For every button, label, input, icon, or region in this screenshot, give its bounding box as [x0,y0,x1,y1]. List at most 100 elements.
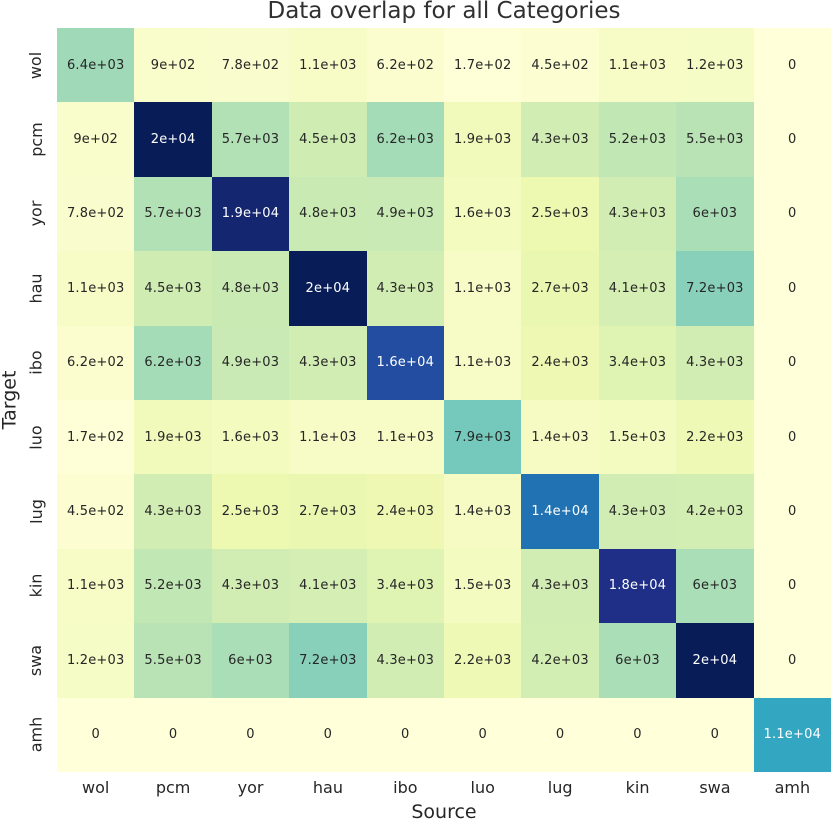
heatmap-cell: 6e+03 [211,623,290,698]
y-tick-swa: swa [20,623,52,697]
heatmap-cell: 2e+04 [676,623,754,698]
heatmap-cell: 2e+04 [289,251,367,326]
y-tick-label: wol [26,51,46,79]
heatmap-cell: 0 [753,28,831,103]
heatmap-cell: 1.1e+03 [57,548,135,624]
heatmap-cell: 0 [753,325,831,400]
y-tick-label: pcm [26,122,46,157]
heatmap-cell: 0 [57,697,135,772]
y-tick-lug: lug [20,474,52,548]
heatmap-cell: 1.9e+04 [211,176,290,252]
heatmap-cell: 0 [211,697,290,772]
heatmap-cell: 4.9e+03 [211,325,290,400]
heatmap-cell: 6.2e+03 [134,325,212,400]
heatmap-cell: 1.4e+03 [521,400,599,475]
heatmap-cell: 6.4e+03 [57,28,135,103]
heatmap-cell: 0 [753,548,831,624]
heatmap-cell: 6e+03 [676,548,754,624]
heatmap-cell: 7.8e+02 [57,176,135,252]
heatmap-cell: 0 [753,623,831,698]
heatmap-cell: 4.3e+03 [366,623,444,698]
heatmap-cell: 4.3e+03 [289,325,367,400]
heatmap-cell: 0 [289,697,367,772]
heatmap-cell: 0 [598,697,677,772]
x-tick-swa: swa [699,778,731,797]
heatmap-cell: 1.1e+03 [289,28,367,103]
heatmap-cell: 1.1e+04 [753,697,831,772]
heatmap-cell: 4.8e+03 [289,176,367,252]
heatmap-cell: 0 [366,697,444,772]
heatmap-cell: 9e+02 [57,102,135,177]
x-tick-hau: hau [312,778,343,797]
y-tick-label: ibo [26,350,46,375]
heatmap-cell: 1.5e+03 [598,400,677,475]
heatmap-cell: 4.2e+03 [521,623,599,698]
y-tick-yor: yor [20,177,52,251]
heatmap-cell: 4.3e+03 [211,548,290,624]
heatmap-cell: 1.1e+03 [289,400,367,475]
heatmap-cell: 4.5e+02 [57,474,135,549]
chart-title: Data overlap for all Categories [267,0,621,24]
heatmap-cell: 4.8e+03 [211,251,290,326]
heatmap-cell: 6.2e+02 [366,28,444,103]
y-tick-amh: amh [20,698,52,772]
heatmap-cell: 0 [753,400,831,475]
heatmap-cell: 2e+04 [134,102,212,177]
heatmap-cell: 7.2e+03 [289,623,367,698]
heatmap-cell: 4.2e+03 [676,474,754,549]
heatmap-cell: 1.5e+03 [444,548,522,624]
y-tick-pcm: pcm [20,102,52,176]
heatmap-cell: 4.3e+03 [598,176,677,252]
heatmap-cell: 4.9e+03 [366,176,444,252]
heatmap-cell: 0 [134,697,212,772]
heatmap-cell: 1.1e+03 [444,325,522,400]
heatmap-cell: 4.3e+03 [676,325,754,400]
heatmap-cell: 4.3e+03 [521,102,599,177]
heatmap-cell: 6e+03 [598,623,677,698]
heatmap-cell: 1.6e+03 [211,400,290,475]
heatmap-cell: 4.5e+03 [134,251,212,326]
heatmap-cell: 3.4e+03 [598,325,677,400]
heatmap-cell: 2.4e+03 [366,474,444,549]
heatmap-cell: 5.2e+03 [134,548,212,624]
x-tick-lug: lug [547,778,573,797]
heatmap-cell: 1.7e+02 [444,28,522,103]
heatmap-cell: 1.2e+03 [676,28,754,103]
heatmap-cell: 1.8e+04 [598,548,677,624]
heatmap-cell: 4.3e+03 [598,474,677,549]
y-tick-luo: luo [20,400,52,474]
heatmap-cell: 0 [676,697,754,772]
x-axis-ticks: wol pcm yor hau ibo luo lug kin swa amh [57,778,831,797]
heatmap-cell: 5.5e+03 [676,102,754,177]
heatmap-cell: 6e+03 [676,176,754,252]
y-tick-label: swa [26,644,46,676]
x-tick-luo: luo [470,778,495,797]
heatmap-cell: 5.2e+03 [598,102,677,177]
heatmap-cell: 0 [521,697,599,772]
y-tick-label: kin [26,574,46,598]
y-tick-label: hau [26,273,46,304]
heatmap-cell: 0 [753,474,831,549]
heatmap-cell: 1.4e+03 [444,474,522,549]
heatmap-cell: 4.1e+03 [289,548,367,624]
heatmap-cell: 0 [444,697,522,772]
heatmap-cell: 4.3e+03 [134,474,212,549]
heatmap-cell: 4.3e+03 [521,548,599,624]
x-tick-pcm: pcm [155,778,191,797]
heatmap-cell: 4.5e+03 [289,102,367,177]
x-tick-amh: amh [774,778,811,797]
heatmap-cell: 1.9e+03 [444,102,522,177]
y-tick-wol: wol [20,28,52,102]
heatmap-cell: 1.6e+03 [444,176,522,252]
heatmap-cell: 1.4e+04 [521,474,599,549]
heatmap-cell: 1.9e+03 [134,400,212,475]
heatmap-cell: 2.2e+03 [676,400,754,475]
heatmap-cell: 5.5e+03 [134,623,212,698]
y-tick-ibo: ibo [20,326,52,400]
heatmap-cell: 7.2e+03 [676,251,754,326]
heatmap-cell: 7.9e+03 [444,400,522,475]
heatmap-cell: 1.1e+03 [366,400,444,475]
heatmap-cell: 1.7e+02 [57,400,135,475]
heatmap-cell: 1.6e+04 [366,325,444,400]
